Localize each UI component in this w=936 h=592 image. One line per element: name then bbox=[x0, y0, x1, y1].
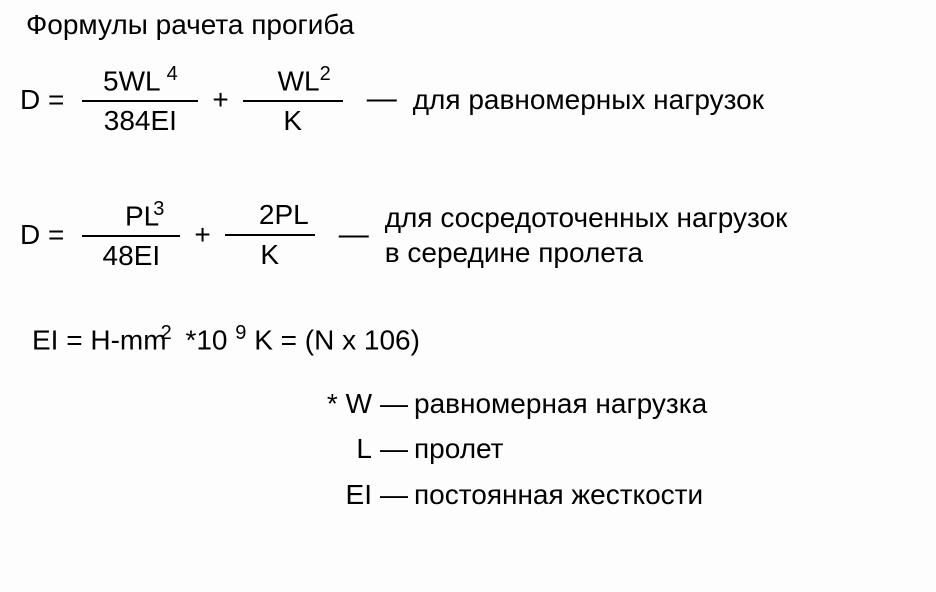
ei-part-3: K = (N x 106) bbox=[246, 324, 420, 355]
fraction-bar bbox=[82, 235, 180, 237]
ei-definition: EI = H-mm2 *10 9 K = (N x 106) bbox=[20, 321, 916, 357]
formula-1-frac-2: WL2 K bbox=[243, 62, 343, 138]
legend-text: пролет bbox=[414, 432, 504, 466]
formula-2-desc-line-2: в середине пролета bbox=[385, 237, 643, 268]
legend: * W — равномерная нагрузка L — пролет EI… bbox=[20, 387, 916, 512]
em-dash: — bbox=[339, 217, 369, 253]
legend-row: L — пролет bbox=[300, 432, 916, 466]
formula-1-lhs: D = bbox=[20, 83, 64, 117]
formula-2-desc-line-1: для сосредоточенных нагрузок bbox=[385, 202, 788, 233]
formula-1-frac-2-num-base: WL bbox=[278, 65, 320, 96]
formula-2-frac-1: PL3 48EI bbox=[82, 197, 180, 273]
em-dash: — bbox=[380, 432, 408, 466]
formula-1-frac-2-num-exp: 2 bbox=[320, 63, 331, 85]
formula-1-frac-1: 5WL 4 384EI bbox=[82, 62, 198, 138]
ei-exp-2: 9 bbox=[235, 322, 246, 344]
formula-2-frac-2: 2PL K bbox=[225, 198, 315, 271]
plus-operator: + bbox=[212, 83, 228, 117]
em-dash: — bbox=[367, 81, 397, 117]
legend-text: постоянная жесткости bbox=[414, 478, 703, 512]
formula-2-frac-2-den: K bbox=[252, 238, 287, 272]
ei-exp-1: 2 bbox=[161, 322, 172, 344]
page: Формулы рачета прогиба D = 5WL 4 384EI + … bbox=[0, 0, 936, 592]
formula-1-frac-1-num-exp: 4 bbox=[167, 63, 178, 85]
legend-row: * W — равномерная нагрузка bbox=[300, 387, 916, 421]
em-dash: — bbox=[380, 478, 408, 512]
ei-part-2: *10 bbox=[178, 324, 236, 355]
em-dash: — bbox=[380, 387, 408, 421]
fraction-bar bbox=[243, 100, 343, 102]
legend-symbol: EI bbox=[300, 478, 378, 512]
formula-1-frac-1-den: 384EI bbox=[96, 104, 185, 138]
fraction-bar bbox=[82, 100, 198, 102]
formula-2-lhs: D = bbox=[20, 218, 64, 252]
ei-part-1: EI = H-mm bbox=[32, 324, 167, 355]
legend-text: равномерная нагрузка bbox=[414, 387, 707, 421]
formula-1-frac-2-num: WL2 bbox=[243, 62, 343, 98]
formula-2-frac-1-num-exp: 3 bbox=[153, 198, 164, 220]
plus-operator: + bbox=[194, 218, 210, 252]
fraction-bar bbox=[225, 234, 315, 236]
formula-1-description: для равномерных нагрузок bbox=[413, 82, 764, 117]
formula-1-frac-1-num-base: 5WL bbox=[103, 65, 161, 96]
formula-2-frac-1-num: PL3 bbox=[82, 197, 180, 233]
legend-symbol: L bbox=[300, 432, 378, 466]
formula-1-frac-1-num: 5WL 4 bbox=[82, 62, 198, 98]
formula-1: D = 5WL 4 384EI + WL2 K — для равномерных… bbox=[20, 62, 916, 138]
legend-symbol: * W bbox=[300, 387, 378, 421]
formula-2-frac-1-den: 48EI bbox=[95, 239, 169, 273]
formula-2: D = PL3 48EI + 2PL K — для сосредоточенн… bbox=[20, 197, 916, 273]
formula-1-frac-2-den: K bbox=[275, 104, 310, 138]
formula-2-frac-2-num: 2PL bbox=[225, 198, 315, 232]
legend-row: EI — постоянная жесткости bbox=[300, 478, 916, 512]
formula-2-description: для сосредоточенных нагрузок в середине … bbox=[385, 200, 788, 270]
page-title: Формулы рачета прогиба bbox=[26, 8, 916, 42]
